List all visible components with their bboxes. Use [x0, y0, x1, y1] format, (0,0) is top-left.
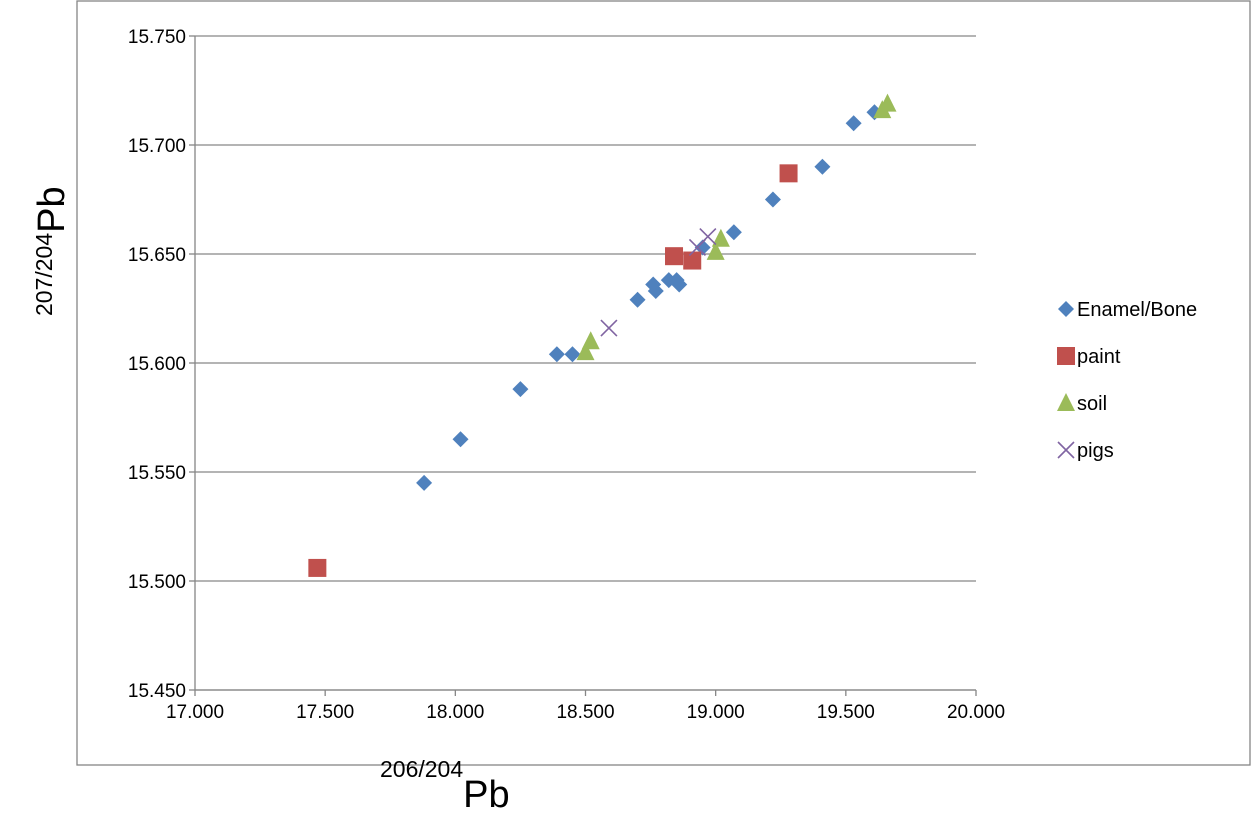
point-square [779, 164, 798, 183]
point-triangle [706, 241, 725, 260]
x-tick-labels: 17.000 17.500 18.000 18.500 19.000 19.500 20.0… [166, 702, 1005, 723]
point-diamond [671, 276, 688, 293]
legend-marker-x [1057, 441, 1075, 459]
x-tick-label: 17.500 [296, 702, 354, 723]
point-x [699, 227, 717, 246]
chart-outline [76, 0, 1251, 766]
y-tick-label: 15.600 [128, 354, 186, 375]
point-triangle [581, 331, 600, 350]
x-tick-label: 19.000 [687, 702, 745, 723]
x-tick-label: 18.500 [556, 702, 614, 723]
x-tick-label: 18.000 [426, 702, 484, 723]
point-diamond [512, 381, 529, 398]
legend-label: Enamel/Bone [1077, 299, 1197, 321]
point-diamond [725, 224, 742, 241]
y-axis-label: 207/204Pb [31, 186, 73, 316]
x-axis-label: 206/204Pb [380, 756, 510, 816]
y-tick-label: 15.450 [128, 681, 186, 702]
point-square [683, 251, 702, 270]
y-tick-labels: 15.450 15.500 15.550 15.600 15.650 15.700 15.7… [128, 27, 186, 702]
y-axis-label-superscript: 207/204 [31, 233, 57, 316]
point-diamond [764, 191, 781, 208]
data-points [308, 93, 897, 577]
y-tick-label: 15.550 [128, 463, 186, 484]
x-axis-label-superscript: 206/204 [380, 756, 463, 782]
y-tick-label: 15.750 [128, 27, 186, 48]
x-tick-label: 19.500 [817, 702, 875, 723]
point-triangle [711, 228, 730, 247]
y-tick-label: 15.650 [128, 245, 186, 266]
point-diamond [564, 346, 581, 363]
legend: Enamel/Bone paint soil pigs [1057, 299, 1197, 462]
y-tick-label: 15.700 [128, 136, 186, 157]
axes [194, 36, 977, 696]
point-triangle [878, 93, 897, 112]
point-diamond [452, 431, 469, 448]
point-diamond [548, 346, 565, 363]
legend-marker-diamond [1058, 301, 1074, 317]
point-diamond [416, 474, 433, 491]
point-diamond [647, 283, 664, 300]
point-square [308, 558, 327, 577]
legend-marker-square [1057, 347, 1075, 365]
point-diamond [694, 239, 711, 256]
legend-label: pigs [1077, 440, 1114, 462]
point-square [665, 247, 684, 266]
legend-label: paint [1077, 346, 1121, 368]
y-axis-label-main: Pb [31, 186, 73, 232]
x-axis-label-main: Pb [463, 774, 509, 816]
x-tick-label: 17.000 [166, 702, 224, 723]
legend-label: soil [1077, 393, 1107, 415]
point-x [600, 319, 618, 337]
point-triangle [576, 342, 595, 361]
x-tick-label: 20.000 [947, 702, 1005, 723]
grid-lines [189, 35, 976, 691]
point-diamond [814, 158, 831, 175]
point-diamond [629, 291, 646, 308]
legend-marker-triangle [1057, 393, 1075, 411]
y-tick-label: 15.500 [128, 572, 186, 593]
point-diamond [845, 115, 862, 132]
